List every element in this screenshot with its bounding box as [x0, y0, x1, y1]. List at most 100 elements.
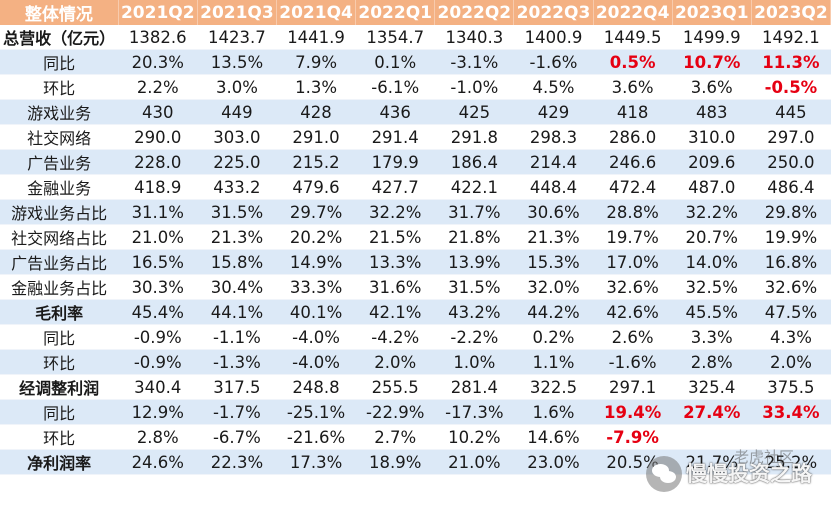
table-cell: 21.5% [355, 224, 435, 250]
table-cell: 18.9% [355, 449, 435, 475]
table-cell: 1.3% [276, 74, 356, 100]
table-cell: 2.2% [118, 74, 198, 100]
table-cell: 13.9% [434, 249, 514, 275]
table-cell: 27.4% [672, 399, 752, 425]
table-cell: 44.1% [197, 299, 277, 325]
table-cell: -1.0% [434, 74, 514, 100]
table-cell: 29.7% [276, 199, 356, 225]
table-row: 社交网络 290.0 303.0 291.0 291.4 291.8 298.3 286.0 3… [0, 124, 831, 150]
quarter-header: 2021Q4 [276, 0, 357, 25]
table-cell: 487.0 [672, 174, 752, 200]
table-row: 游戏业务占比 31.1% 31.5% 29.7% 32.2% 31.7% 30.6% 28.8… [0, 199, 831, 225]
header-label: 整体情况 [0, 0, 119, 25]
table-cell: 42.1% [355, 299, 435, 325]
table-cell: 486.4 [751, 174, 831, 200]
table-cell: 1354.7 [355, 25, 435, 50]
table-cell: 2.7% [355, 424, 435, 450]
table-cell: 17.0% [593, 249, 673, 275]
table-cell: 2.8% [118, 424, 198, 450]
table-cell: 2.0% [355, 349, 435, 375]
table-cell: 10.2% [434, 424, 514, 450]
table-cell: 23.0% [513, 449, 594, 475]
table-cell: 21.3% [197, 224, 277, 250]
table-cell: 32.5% [672, 274, 752, 300]
table-cell: 3.3% [672, 324, 752, 350]
table-cell: 19.7% [593, 224, 673, 250]
table-cell: 15.8% [197, 249, 277, 275]
row-label: 金融业务占比 [0, 274, 119, 300]
table-cell: 13.5% [197, 49, 277, 75]
table-cell: 228.0 [118, 149, 198, 175]
table-cell: 30.3% [118, 274, 198, 300]
table-cell: 2.8% [672, 349, 752, 375]
table-cell: 418 [593, 99, 673, 125]
row-label: 游戏业务占比 [0, 199, 119, 225]
table-cell: -0.5% [751, 74, 831, 100]
table-cell: 291.8 [434, 124, 514, 150]
table-cell: -6.1% [355, 74, 435, 100]
row-label: 净利润率 [0, 449, 119, 475]
row-label: 毛利率 [0, 299, 119, 325]
table-cell: 449 [197, 99, 277, 125]
row-label: 广告业务 [0, 149, 119, 175]
table-cell: 3.6% [593, 74, 673, 100]
table-cell: 479.6 [276, 174, 356, 200]
table-cell: -1.1% [197, 324, 277, 350]
table-cell: 10.7% [672, 49, 752, 75]
table-cell: 427.7 [355, 174, 435, 200]
table-cell: 1423.7 [197, 25, 277, 50]
table-cell: 19.9% [751, 224, 831, 250]
table-cell: 429 [513, 99, 594, 125]
table-cell: 28.8% [593, 199, 673, 225]
table-cell: 30.6% [513, 199, 594, 225]
table-cell: 31.6% [355, 274, 435, 300]
table-cell: 2.6% [593, 324, 673, 350]
table-row: 游戏业务 430 449 428 436 425 429 418 483 445 [0, 99, 831, 125]
table-cell: 290.0 [118, 124, 198, 150]
table-row: 社交网络占比 21.0% 21.3% 20.2% 21.5% 21.8% 21.3% 19.7… [0, 224, 831, 250]
table-cell: 375.5 [751, 374, 831, 400]
table-cell: 433.2 [197, 174, 277, 200]
table-cell: 19.4% [593, 399, 673, 425]
table-row: 广告业务 228.0 225.0 215.2 179.9 186.4 214.4 246.6 2… [0, 149, 831, 175]
table-cell: -7.9% [593, 424, 673, 450]
table-cell: 297.0 [751, 124, 831, 150]
quarter-header: 2023Q1 [672, 0, 752, 25]
table-cell: 0.1% [355, 49, 435, 75]
table-cell: 17.3% [276, 449, 356, 475]
quarter-header: 2023Q2 [751, 0, 831, 25]
table-cell: -1.6% [513, 49, 594, 75]
table-cell: 31.5% [434, 274, 514, 300]
table-row: 环比 2.8% -6.7% -21.6% 2.7% 10.2% 14.6% -7.9% [0, 424, 831, 450]
table-cell: 45.4% [118, 299, 198, 325]
table-cell: 21.8% [434, 224, 514, 250]
table-cell: 31.5% [197, 199, 277, 225]
table-row: 同比 20.3% 13.5% 7.9% 0.1% -3.1% -1.6% 0.5% 10.7% 1… [0, 49, 831, 75]
table-cell: 1.6% [513, 399, 594, 425]
table-cell: 1492.1 [751, 25, 831, 50]
table-row: 总营收（亿元） 1382.6 1423.7 1441.9 1354.7 1340.3 140… [0, 25, 831, 50]
table-cell: 40.1% [276, 299, 356, 325]
table-cell: 1340.3 [434, 25, 514, 50]
row-label: 环比 [0, 424, 119, 450]
table-cell: 2.0% [751, 349, 831, 375]
row-label: 环比 [0, 74, 119, 100]
row-label: 金融业务 [0, 174, 119, 200]
table-cell: 248.8 [276, 374, 356, 400]
table-cell: 16.5% [118, 249, 198, 275]
table-cell: 445 [751, 99, 831, 125]
table-cell: 483 [672, 99, 752, 125]
table-cell: -2.2% [434, 324, 514, 350]
table-cell: 0.2% [513, 324, 594, 350]
table-cell: 246.6 [593, 149, 673, 175]
table-cell: 255.5 [355, 374, 435, 400]
table-cell: 7.9% [276, 49, 356, 75]
table-cell: -22.9% [355, 399, 435, 425]
table-cell: 425 [434, 99, 514, 125]
table-row: 净利润率 24.6% 22.3% 17.3% 18.9% 21.0% 23.0% 20.5% 2… [0, 449, 831, 475]
quarter-header: 2021Q2 [118, 0, 198, 25]
table-cell: 214.4 [513, 149, 594, 175]
table-cell: 16.8% [751, 249, 831, 275]
quarter-header: 2021Q3 [197, 0, 277, 25]
row-label: 社交网络占比 [0, 224, 119, 250]
